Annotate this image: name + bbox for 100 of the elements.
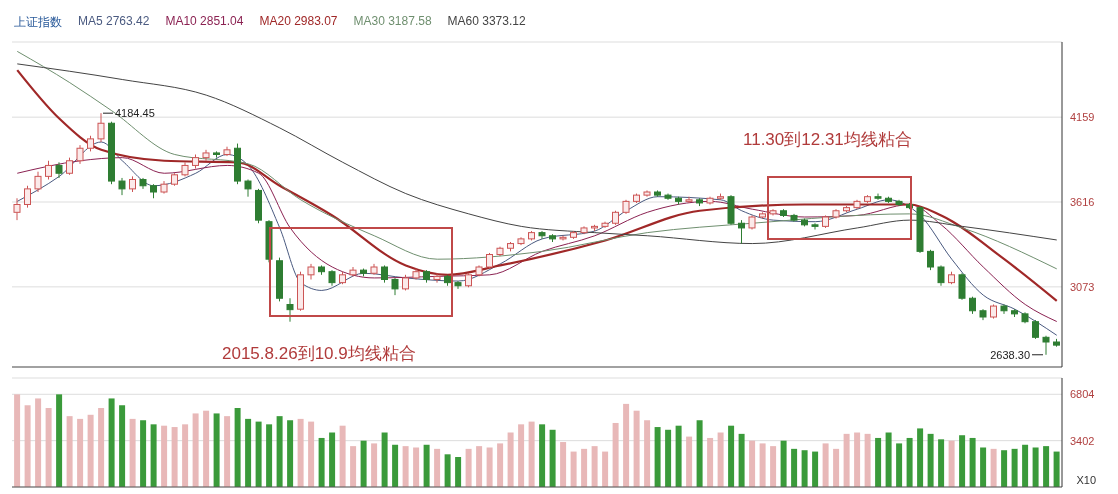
- bar: [35, 398, 42, 487]
- bar: [402, 446, 409, 487]
- bar: [350, 446, 357, 487]
- bar: [875, 437, 882, 487]
- text: MA10 2851.04: [165, 14, 244, 30]
- candlestick: [454, 280, 462, 290]
- bar: [539, 424, 546, 487]
- bar: [455, 457, 462, 487]
- bar: [476, 446, 483, 487]
- bar: [518, 424, 525, 487]
- bar: [266, 424, 273, 487]
- annotation: 2015.8.26到10.9均线粘合: [222, 343, 416, 365]
- bar: [182, 424, 189, 487]
- bar: [570, 451, 577, 487]
- bar: [980, 447, 987, 487]
- bar: [728, 425, 735, 487]
- bar: [780, 440, 787, 487]
- bar: [66, 416, 73, 487]
- bar: [108, 398, 115, 487]
- bar: [129, 418, 136, 487]
- bar: [434, 448, 441, 487]
- bar: [938, 439, 945, 487]
- y-axis-title: X10: [1076, 474, 1096, 486]
- bar: [686, 436, 693, 487]
- bar: [633, 410, 640, 487]
- annotation: 4184.45: [115, 107, 155, 120]
- bar: [297, 418, 304, 487]
- text: MA60 3373.12: [447, 14, 526, 30]
- bar: [906, 437, 913, 487]
- bar: [161, 425, 168, 487]
- bar: [224, 416, 231, 487]
- candlestick: [433, 272, 441, 284]
- line-series: [16, 50, 1058, 270]
- candlestick: [1042, 335, 1050, 356]
- bar: [413, 447, 420, 487]
- bar: [245, 418, 252, 487]
- bar: [612, 422, 619, 487]
- bar: [591, 446, 598, 487]
- bar: [759, 443, 766, 487]
- bar: [56, 394, 63, 487]
- bar: [654, 427, 661, 487]
- y-tick-label: 6804: [1070, 388, 1095, 401]
- bar: [885, 432, 892, 487]
- candlestick: [1032, 319, 1039, 340]
- line-series: [16, 69, 1058, 303]
- bar: [255, 421, 262, 487]
- bar: [581, 448, 588, 487]
- bar: [623, 403, 630, 487]
- bar: [360, 440, 367, 487]
- bar: [1032, 447, 1039, 487]
- bar: [45, 407, 52, 487]
- bar: [234, 407, 241, 487]
- bar: [822, 443, 829, 487]
- line-series: [16, 63, 1058, 245]
- bar: [864, 433, 871, 487]
- candlestick: [76, 144, 84, 165]
- bar: [854, 432, 861, 487]
- bar: [833, 448, 840, 487]
- bar: [98, 407, 105, 487]
- bar: [213, 413, 220, 487]
- candlestick: [24, 185, 31, 209]
- bar: [192, 413, 199, 487]
- annotation: 11.30到12.31均线粘合: [743, 129, 912, 151]
- y-tick-label: 3402: [1070, 434, 1095, 447]
- bar: [549, 429, 556, 487]
- bar: [707, 437, 714, 487]
- candlestick: [13, 197, 21, 221]
- bar: [843, 433, 850, 487]
- bar: [927, 433, 934, 487]
- bar: [497, 443, 504, 487]
- annotation: 2638.30: [990, 348, 1030, 361]
- candlestick: [685, 196, 693, 204]
- bar: [528, 421, 535, 487]
- bar: [1022, 444, 1029, 487]
- y-tick-label: 3073: [1070, 280, 1095, 293]
- bar: [602, 451, 609, 487]
- bar: [948, 440, 955, 487]
- bar: [140, 420, 147, 487]
- text: MA5 2763.42: [78, 14, 150, 30]
- bar: [717, 432, 724, 487]
- bar: [318, 437, 325, 487]
- bar: [87, 414, 94, 487]
- candlestick: [937, 264, 945, 287]
- bar: [14, 394, 21, 487]
- bar: [770, 446, 777, 487]
- bar: [1043, 446, 1050, 487]
- candlestick: [34, 171, 42, 193]
- bar: [24, 405, 31, 487]
- bar: [1053, 451, 1060, 487]
- bar: [959, 435, 966, 487]
- chart-title: 上证指数: [14, 14, 62, 31]
- bar: [749, 440, 756, 487]
- bar: [276, 416, 283, 487]
- bar: [171, 427, 178, 487]
- text: MA30 3187.58: [353, 14, 432, 30]
- bar: [969, 437, 976, 487]
- candlestick: [97, 112, 105, 143]
- text: MA20 2983.07: [259, 14, 338, 30]
- bar: [812, 451, 819, 487]
- bar: [150, 424, 157, 487]
